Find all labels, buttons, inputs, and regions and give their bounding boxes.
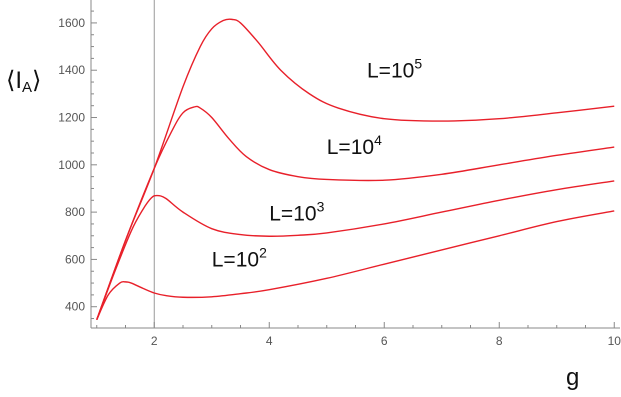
series-layer bbox=[96, 18, 615, 321]
x-tick-label: 4 bbox=[266, 334, 273, 348]
x-tick-label: 10 bbox=[608, 334, 621, 348]
y-tick-label: 1400 bbox=[58, 63, 85, 77]
x-tick-label: 8 bbox=[496, 334, 503, 348]
y-tick-label: 600 bbox=[65, 252, 85, 266]
y-tick-label: 800 bbox=[65, 205, 85, 219]
x-tick-label: 6 bbox=[381, 334, 388, 348]
series-label-1: L=102 bbox=[212, 245, 267, 272]
series-label-2: L=103 bbox=[269, 198, 324, 225]
x-tick-label: 2 bbox=[151, 334, 158, 348]
y-axis-label: ⟨IA⟩ bbox=[6, 67, 41, 96]
series-line-4 bbox=[96, 18, 615, 320]
x-axis-label: g bbox=[566, 364, 579, 391]
series-label-3: L=104 bbox=[327, 132, 382, 159]
series-line-2 bbox=[96, 180, 615, 320]
series-label-4: L=105 bbox=[367, 55, 422, 82]
y-tick-label: 400 bbox=[65, 300, 85, 314]
series-line-3 bbox=[96, 105, 615, 320]
series-line-1 bbox=[96, 210, 615, 321]
y-tick-label: 1600 bbox=[58, 16, 85, 30]
y-tick-label: 1000 bbox=[58, 158, 85, 172]
y-tick-label: 1200 bbox=[58, 111, 85, 125]
axes: 2 4 6 8 10 400 600 800 1000 1200 1400 1600 bbox=[58, 0, 621, 348]
